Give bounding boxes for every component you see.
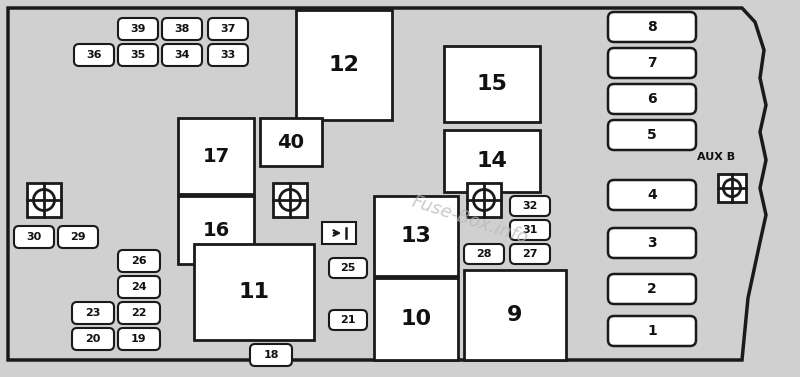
Text: 39: 39 [130,24,146,34]
FancyBboxPatch shape [608,274,696,304]
Text: 18: 18 [263,350,278,360]
Text: 23: 23 [86,308,101,318]
FancyBboxPatch shape [510,244,550,264]
Text: 7: 7 [647,56,657,70]
Bar [27,183,61,217]
Text: 26: 26 [131,256,147,266]
FancyBboxPatch shape [608,120,696,150]
FancyBboxPatch shape [118,302,160,324]
Text: 4: 4 [647,188,657,202]
Text: 35: 35 [130,50,146,60]
Bar [464,270,566,360]
FancyBboxPatch shape [250,344,292,366]
Text: Fuse-Box.info: Fuse-Box.info [410,193,530,247]
FancyBboxPatch shape [118,18,158,40]
Text: 6: 6 [647,92,657,106]
Text: 2: 2 [647,282,657,296]
Text: 3: 3 [647,236,657,250]
FancyBboxPatch shape [74,44,114,66]
Text: 21: 21 [340,315,356,325]
FancyBboxPatch shape [608,180,696,210]
Bar [322,222,356,244]
Bar [178,196,254,264]
Text: 16: 16 [202,221,230,239]
Bar [178,118,254,194]
FancyBboxPatch shape [608,12,696,42]
Text: 24: 24 [131,282,147,292]
Bar [273,183,307,217]
Text: 38: 38 [174,24,190,34]
FancyBboxPatch shape [118,328,160,350]
FancyBboxPatch shape [464,244,504,264]
FancyBboxPatch shape [208,44,248,66]
Text: 17: 17 [202,147,230,166]
FancyBboxPatch shape [329,258,367,278]
FancyBboxPatch shape [118,276,160,298]
FancyBboxPatch shape [72,302,114,324]
Bar [467,183,501,217]
Text: 33: 33 [220,50,236,60]
Text: 37: 37 [220,24,236,34]
Text: 15: 15 [477,74,507,94]
FancyBboxPatch shape [608,228,696,258]
Text: 5: 5 [647,128,657,142]
FancyBboxPatch shape [72,328,114,350]
Bar [444,46,540,122]
Text: 8: 8 [647,20,657,34]
FancyBboxPatch shape [118,44,158,66]
Text: 31: 31 [522,225,538,235]
FancyBboxPatch shape [162,18,202,40]
Text: 19: 19 [131,334,147,344]
FancyBboxPatch shape [510,196,550,216]
Text: AUX B: AUX B [697,152,735,162]
FancyBboxPatch shape [58,226,98,248]
Text: 28: 28 [476,249,492,259]
FancyBboxPatch shape [162,44,202,66]
Text: 13: 13 [401,226,431,246]
Bar [260,118,322,166]
Text: 25: 25 [340,263,356,273]
Bar [444,130,540,192]
Bar [374,278,458,360]
Bar [296,10,392,120]
Text: 10: 10 [401,309,431,329]
FancyBboxPatch shape [608,84,696,114]
FancyBboxPatch shape [608,48,696,78]
Text: 1: 1 [647,324,657,338]
Text: 27: 27 [522,249,538,259]
FancyBboxPatch shape [510,220,550,240]
Bar [374,196,458,276]
Text: 34: 34 [174,50,190,60]
Text: 36: 36 [86,50,102,60]
FancyBboxPatch shape [329,310,367,330]
Text: 12: 12 [329,55,359,75]
FancyBboxPatch shape [118,250,160,272]
Text: 14: 14 [477,151,507,171]
Polygon shape [8,8,766,360]
Text: 11: 11 [238,282,270,302]
Text: 29: 29 [70,232,86,242]
Bar [194,244,314,340]
FancyBboxPatch shape [208,18,248,40]
Bar [718,174,746,202]
Text: 22: 22 [131,308,146,318]
Text: 30: 30 [26,232,42,242]
FancyBboxPatch shape [14,226,54,248]
Text: 32: 32 [522,201,538,211]
FancyBboxPatch shape [608,316,696,346]
Text: 9: 9 [507,305,522,325]
Text: 20: 20 [86,334,101,344]
Text: 40: 40 [278,132,305,152]
